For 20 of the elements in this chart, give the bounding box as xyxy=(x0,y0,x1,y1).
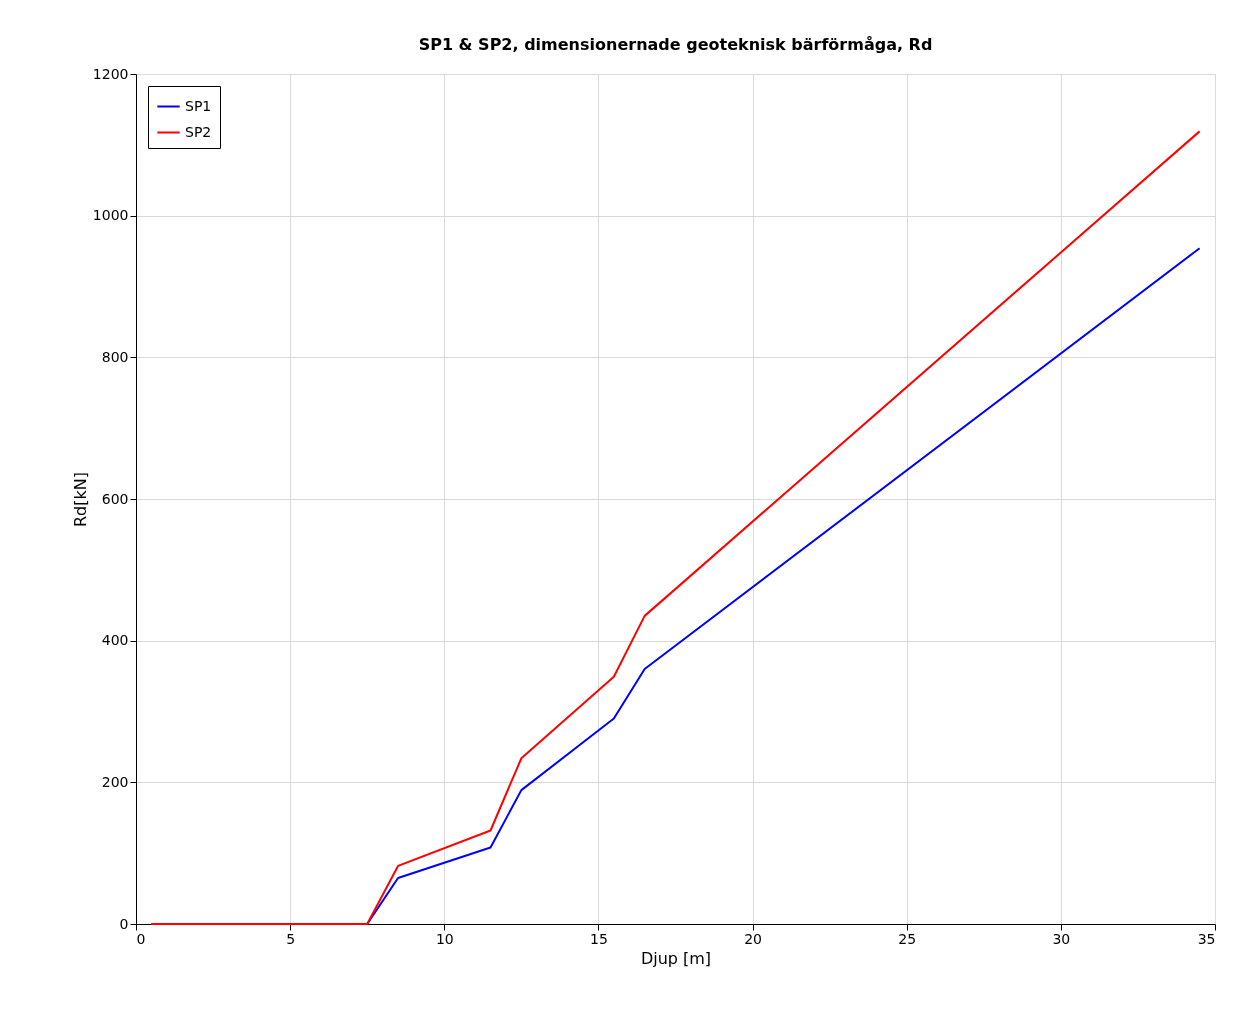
y-tick-label: 200 xyxy=(101,773,129,790)
y-tick-label: 400 xyxy=(101,632,129,649)
y-tick-label: 0 xyxy=(119,915,129,932)
y-tick-label: 800 xyxy=(101,348,129,365)
x-tick-label: 25 xyxy=(898,930,917,947)
y-axis-title: Rd[kN] xyxy=(70,472,90,527)
x-tick-label: 30 xyxy=(1052,930,1071,947)
y-tick-label: 1000 xyxy=(92,207,129,224)
x-tick-label: 5 xyxy=(286,930,296,947)
x-tick-label: 15 xyxy=(590,930,608,947)
legend-label: SP2 xyxy=(185,123,212,140)
legend-label: SP1 xyxy=(185,97,212,114)
chart-title: SP1 & SP2, dimensionernade geoteknisk bärförmåga, Rd xyxy=(418,35,933,54)
x-tick-label: 20 xyxy=(744,930,762,947)
y-tick-label: 600 xyxy=(101,490,129,507)
x-axis-title: Djup [m] xyxy=(640,948,712,968)
x-tick-label: 35 xyxy=(1197,930,1216,947)
y-tick-label: 1200 xyxy=(92,65,129,82)
x-tick-label: 0 xyxy=(136,930,146,947)
x-tick-label: 10 xyxy=(435,930,454,947)
